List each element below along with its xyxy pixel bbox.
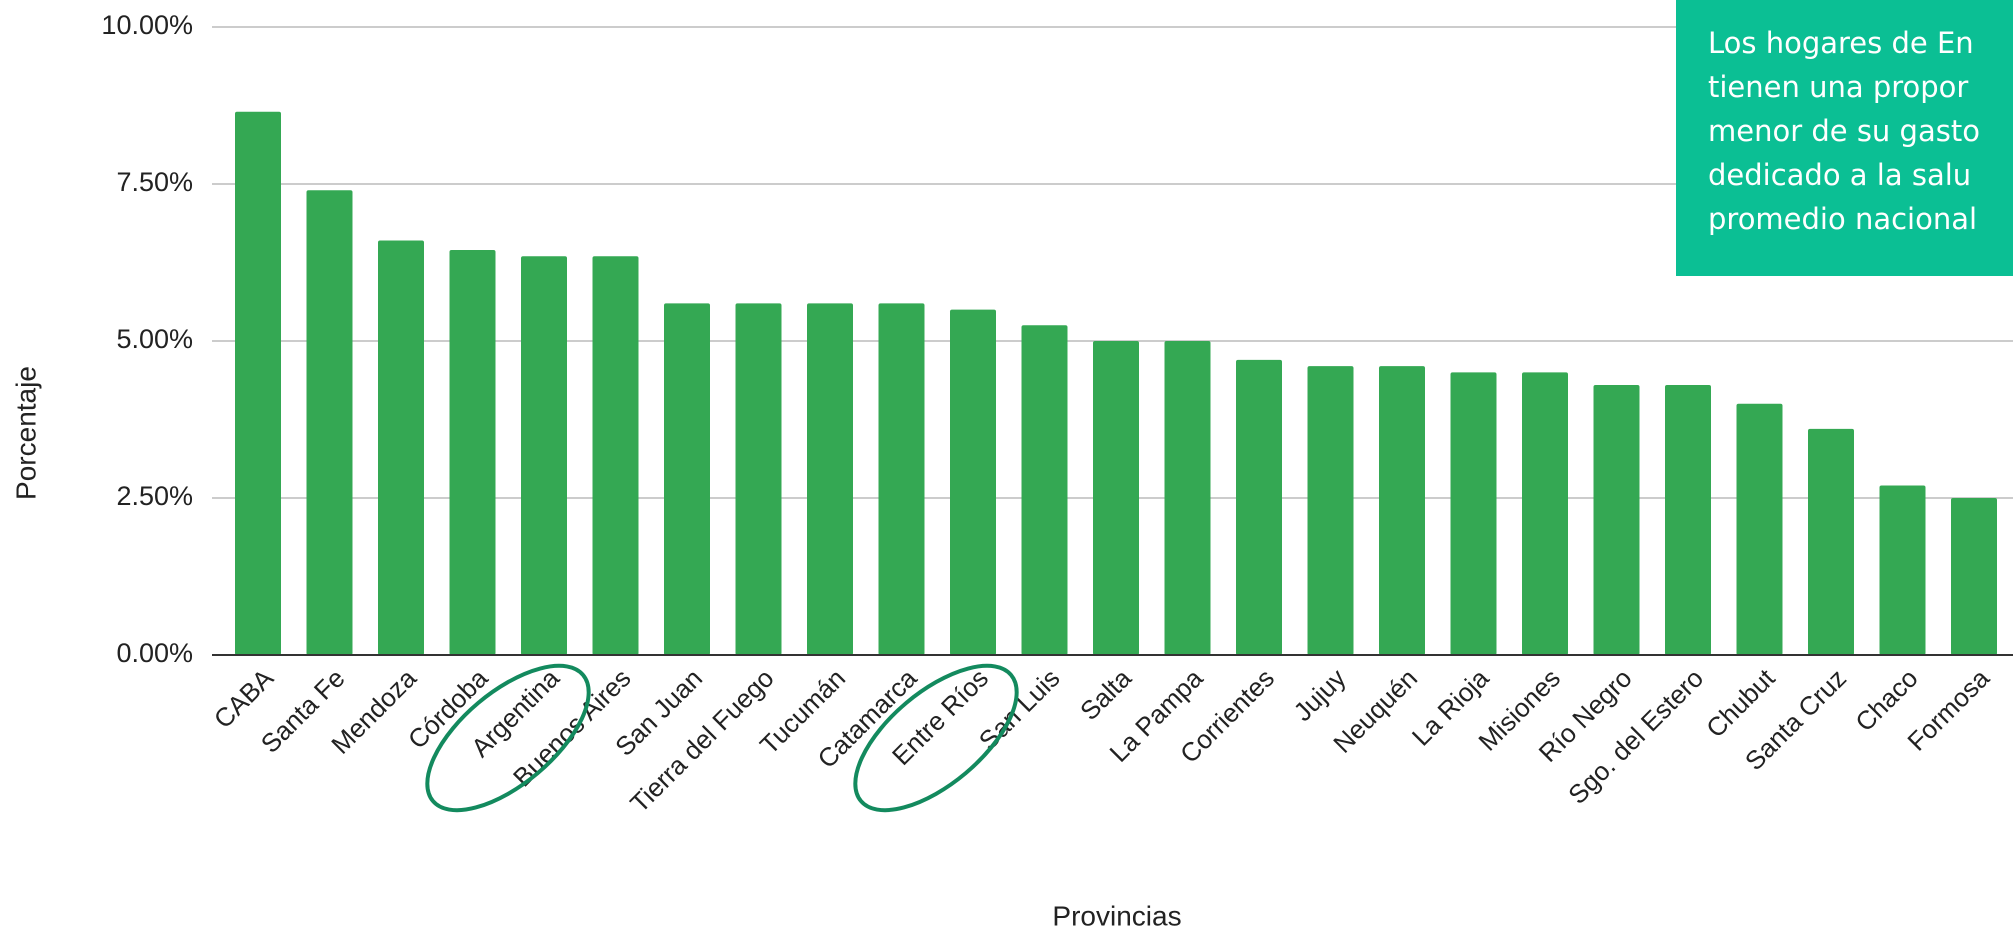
annotation-line: tienen una propor bbox=[1708, 70, 1968, 104]
bar bbox=[1093, 341, 1139, 655]
y-tick-label: 5.00% bbox=[116, 324, 193, 354]
highlight-ellipse bbox=[853, 663, 1019, 813]
bar bbox=[521, 256, 567, 655]
y-tick-label: 7.50% bbox=[116, 167, 193, 197]
bar bbox=[950, 309, 996, 655]
bar bbox=[1307, 366, 1354, 655]
bar bbox=[1021, 325, 1068, 655]
annotation-line: menor de su gasto bbox=[1708, 114, 1980, 148]
bar bbox=[449, 249, 496, 655]
highlight-ellipse bbox=[425, 663, 591, 813]
annotation: Los hogares de En tienen una propor menor … bbox=[1708, 26, 1980, 236]
bar bbox=[1450, 372, 1497, 655]
bar bbox=[1164, 341, 1211, 655]
bar bbox=[878, 303, 925, 655]
y-tick-label: 2.50% bbox=[116, 481, 193, 511]
x-tick-label: Salta bbox=[1074, 663, 1137, 726]
bar bbox=[378, 240, 424, 655]
bar bbox=[735, 303, 782, 655]
x-axis-title: Provincias bbox=[1052, 900, 1181, 931]
bar bbox=[1808, 428, 1854, 655]
bar bbox=[664, 303, 710, 655]
x-tick-label: Jujuy bbox=[1287, 663, 1351, 727]
y-tick-label: 0.00% bbox=[116, 638, 193, 668]
bar bbox=[1736, 403, 1783, 655]
y-tick-label: 10.00% bbox=[101, 10, 193, 40]
bar bbox=[235, 111, 281, 655]
annotation-line: Los hogares de En bbox=[1708, 26, 1974, 60]
bar bbox=[1951, 498, 1997, 655]
bar bbox=[1236, 359, 1282, 655]
bar bbox=[306, 190, 353, 655]
annotation-line: dedicado a la salu bbox=[1708, 158, 1971, 192]
annotation-line: promedio nacional bbox=[1708, 202, 1977, 236]
bar bbox=[1665, 384, 1711, 655]
bar bbox=[1379, 366, 1425, 655]
bar bbox=[1879, 485, 1926, 655]
bar bbox=[807, 303, 853, 655]
bar bbox=[1522, 372, 1568, 655]
bar bbox=[1593, 384, 1640, 655]
annotation-box bbox=[1676, 0, 2013, 276]
bar bbox=[592, 256, 639, 655]
y-axis-title: Porcentaje bbox=[10, 366, 41, 500]
bars bbox=[235, 111, 1997, 655]
